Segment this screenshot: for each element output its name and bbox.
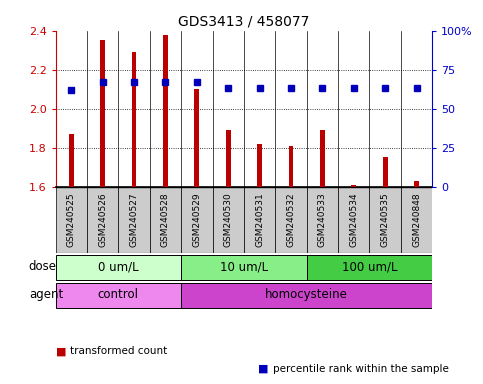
Text: 100 um/L: 100 um/L (342, 260, 397, 273)
Bar (181, 283, 432, 308)
Bar (414, 181, 419, 187)
Bar (132, 52, 136, 187)
Text: homocysteine: homocysteine (265, 288, 348, 301)
Bar (163, 35, 168, 187)
Bar (369, 187, 401, 253)
Text: GSM240525: GSM240525 (67, 192, 76, 247)
Text: 10 um/L: 10 um/L (220, 260, 268, 273)
Text: GSM240534: GSM240534 (349, 192, 358, 247)
Bar (87, 187, 118, 253)
Text: transformed count: transformed count (70, 346, 167, 356)
Text: ■: ■ (258, 364, 269, 374)
Text: GSM240529: GSM240529 (192, 192, 201, 247)
Text: GSM240531: GSM240531 (255, 192, 264, 247)
Bar (118, 187, 150, 253)
Bar (275, 187, 307, 253)
Bar (56, 283, 181, 308)
Text: agent: agent (29, 288, 63, 301)
Bar (307, 187, 338, 253)
Bar (338, 187, 369, 253)
Bar (289, 146, 293, 187)
Bar (226, 130, 230, 187)
Text: GSM240848: GSM240848 (412, 192, 421, 247)
Text: control: control (98, 288, 139, 301)
Bar (100, 40, 105, 187)
Bar (307, 255, 432, 280)
Text: dose: dose (29, 260, 57, 273)
Bar (213, 187, 244, 253)
Bar (320, 130, 325, 187)
Text: 0 um/L: 0 um/L (98, 260, 139, 273)
Text: GSM240527: GSM240527 (129, 192, 139, 247)
Bar (257, 144, 262, 187)
Title: GDS3413 / 458077: GDS3413 / 458077 (178, 14, 310, 28)
Text: percentile rank within the sample: percentile rank within the sample (273, 364, 449, 374)
Text: GSM240526: GSM240526 (98, 192, 107, 247)
Bar (352, 185, 356, 187)
Text: GSM240532: GSM240532 (286, 192, 296, 247)
Text: GSM240528: GSM240528 (161, 192, 170, 247)
Bar (150, 187, 181, 253)
Bar (195, 89, 199, 187)
Bar (244, 187, 275, 253)
Bar (383, 157, 387, 187)
Bar (401, 187, 432, 253)
Bar (181, 187, 213, 253)
Bar (181, 255, 307, 280)
Bar (69, 134, 73, 187)
Text: ■: ■ (56, 346, 66, 356)
Text: GSM240535: GSM240535 (381, 192, 390, 247)
Text: GSM240533: GSM240533 (318, 192, 327, 247)
Bar (56, 255, 181, 280)
Bar (56, 187, 87, 253)
Text: GSM240530: GSM240530 (224, 192, 233, 247)
